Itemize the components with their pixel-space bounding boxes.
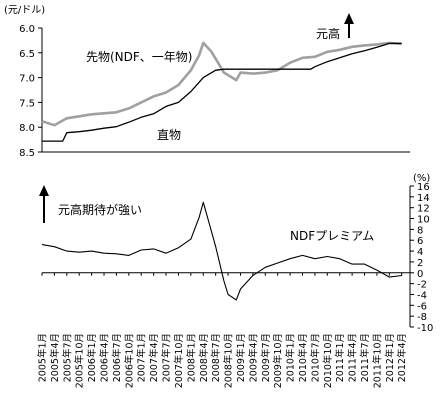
x-tick-label: 2006年4月 [99, 333, 111, 382]
bottom-y-tick-label: 0 [417, 269, 423, 280]
x-tick-label: 2011年7月 [359, 333, 371, 382]
forward-label: 先物(NDF、一年物) [86, 50, 192, 64]
premium-series-line [41, 201, 402, 301]
x-tick-label: 2010年4月 [297, 333, 309, 382]
x-tick-label: 2010年7月 [309, 333, 321, 382]
x-tick-label: 2007年1月 [136, 333, 148, 382]
bottom-y-tick-label: 4 [417, 247, 423, 258]
top-y-tick-label: 8.0 [19, 123, 35, 134]
yuan-up-arrow-icon [344, 13, 354, 38]
x-tick-label: 2009年1月 [235, 333, 247, 382]
yuan-up-label: 元高 [316, 26, 340, 41]
forward-series-line [41, 41, 402, 127]
bottom-y-tick-label: 10 [417, 215, 430, 226]
bottom-y-tick-label: 8 [417, 225, 423, 236]
x-tick-label: 2012年1月 [384, 333, 396, 382]
x-tick-label: 2008年10月 [223, 333, 235, 388]
x-tick-label: 2011年4月 [347, 333, 359, 382]
bottom-y-tick-label: 2 [417, 258, 423, 269]
x-tick-label: 2007年10月 [173, 333, 185, 388]
x-tick-label: 2007年7月 [161, 333, 173, 382]
top-y-tick-label: 7.0 [19, 74, 35, 85]
top-unit-label: (元/ドル) [4, 5, 45, 16]
bottom-y-tick-label: 6 [417, 236, 423, 247]
bottom-y-tick-label: -8 [417, 312, 427, 323]
premium-label: NDFプレミアム [290, 229, 374, 243]
x-tick-label: 2007年4月 [148, 333, 160, 382]
x-tick-label: 2010年1月 [285, 333, 297, 382]
x-tick-label: 2006年7月 [111, 333, 123, 382]
x-tick-label: 2011年10月 [371, 333, 383, 388]
x-tick-label: 2006年10月 [123, 333, 135, 388]
bottom-unit-label: (%) [413, 173, 430, 184]
expectation-arrow-icon [39, 185, 49, 223]
bottom-series-group [41, 201, 402, 301]
top-series-group [41, 41, 402, 142]
top-y-tick-label: 7.5 [19, 98, 35, 109]
bottom-y-tick-label: -2 [417, 280, 427, 291]
x-tick-label: 2006年1月 [86, 333, 98, 382]
spot-series-line [42, 42, 402, 142]
x-tick-label: 2005年10月 [74, 333, 86, 388]
top-y-tick-label: 6.5 [19, 49, 35, 60]
expectation-label: 元高期待が強い [58, 202, 142, 217]
bottom-y-tick-label: -6 [417, 301, 427, 312]
x-tick-label: 2011年1月 [334, 333, 346, 382]
spot-label: 直物 [157, 128, 181, 142]
bottom-y-tick-label: 12 [417, 204, 430, 215]
top-plot-frame: 6.0 6.5 7.0 7.5 8.0 8.5 [19, 24, 410, 159]
x-tick-label: 2009年7月 [260, 333, 272, 382]
x-tick-label: 2008年7月 [210, 333, 222, 382]
bottom-y-tick-label: -4 [417, 290, 427, 301]
top-y-tick-label: 6.0 [19, 24, 35, 35]
bottom-y-tick-label: -10 [417, 323, 433, 334]
x-tick-label: 2008年4月 [198, 333, 210, 382]
x-tick-label: 2009年4月 [247, 333, 259, 382]
bottom-y-tick-label: 14 [417, 193, 430, 204]
top-y-tick-label: 8.5 [19, 148, 35, 159]
x-tick-label: 2010年10月 [322, 333, 334, 388]
x-tick-label: 2012年4月 [396, 333, 408, 382]
x-axis: 2005年1月 2005年4月 2005年7月 2005年10月 2006年1月 2006… [37, 272, 408, 388]
x-tick-label: 2005年1月 [37, 333, 49, 382]
x-tick-label: 2005年4月 [49, 333, 61, 382]
bottom-y-tick-label: 16 [417, 182, 430, 193]
x-tick-label: 2009年10月 [272, 333, 284, 388]
x-tick-label: 2005年7月 [61, 333, 73, 382]
x-tick-label: 2008年1月 [185, 333, 197, 382]
